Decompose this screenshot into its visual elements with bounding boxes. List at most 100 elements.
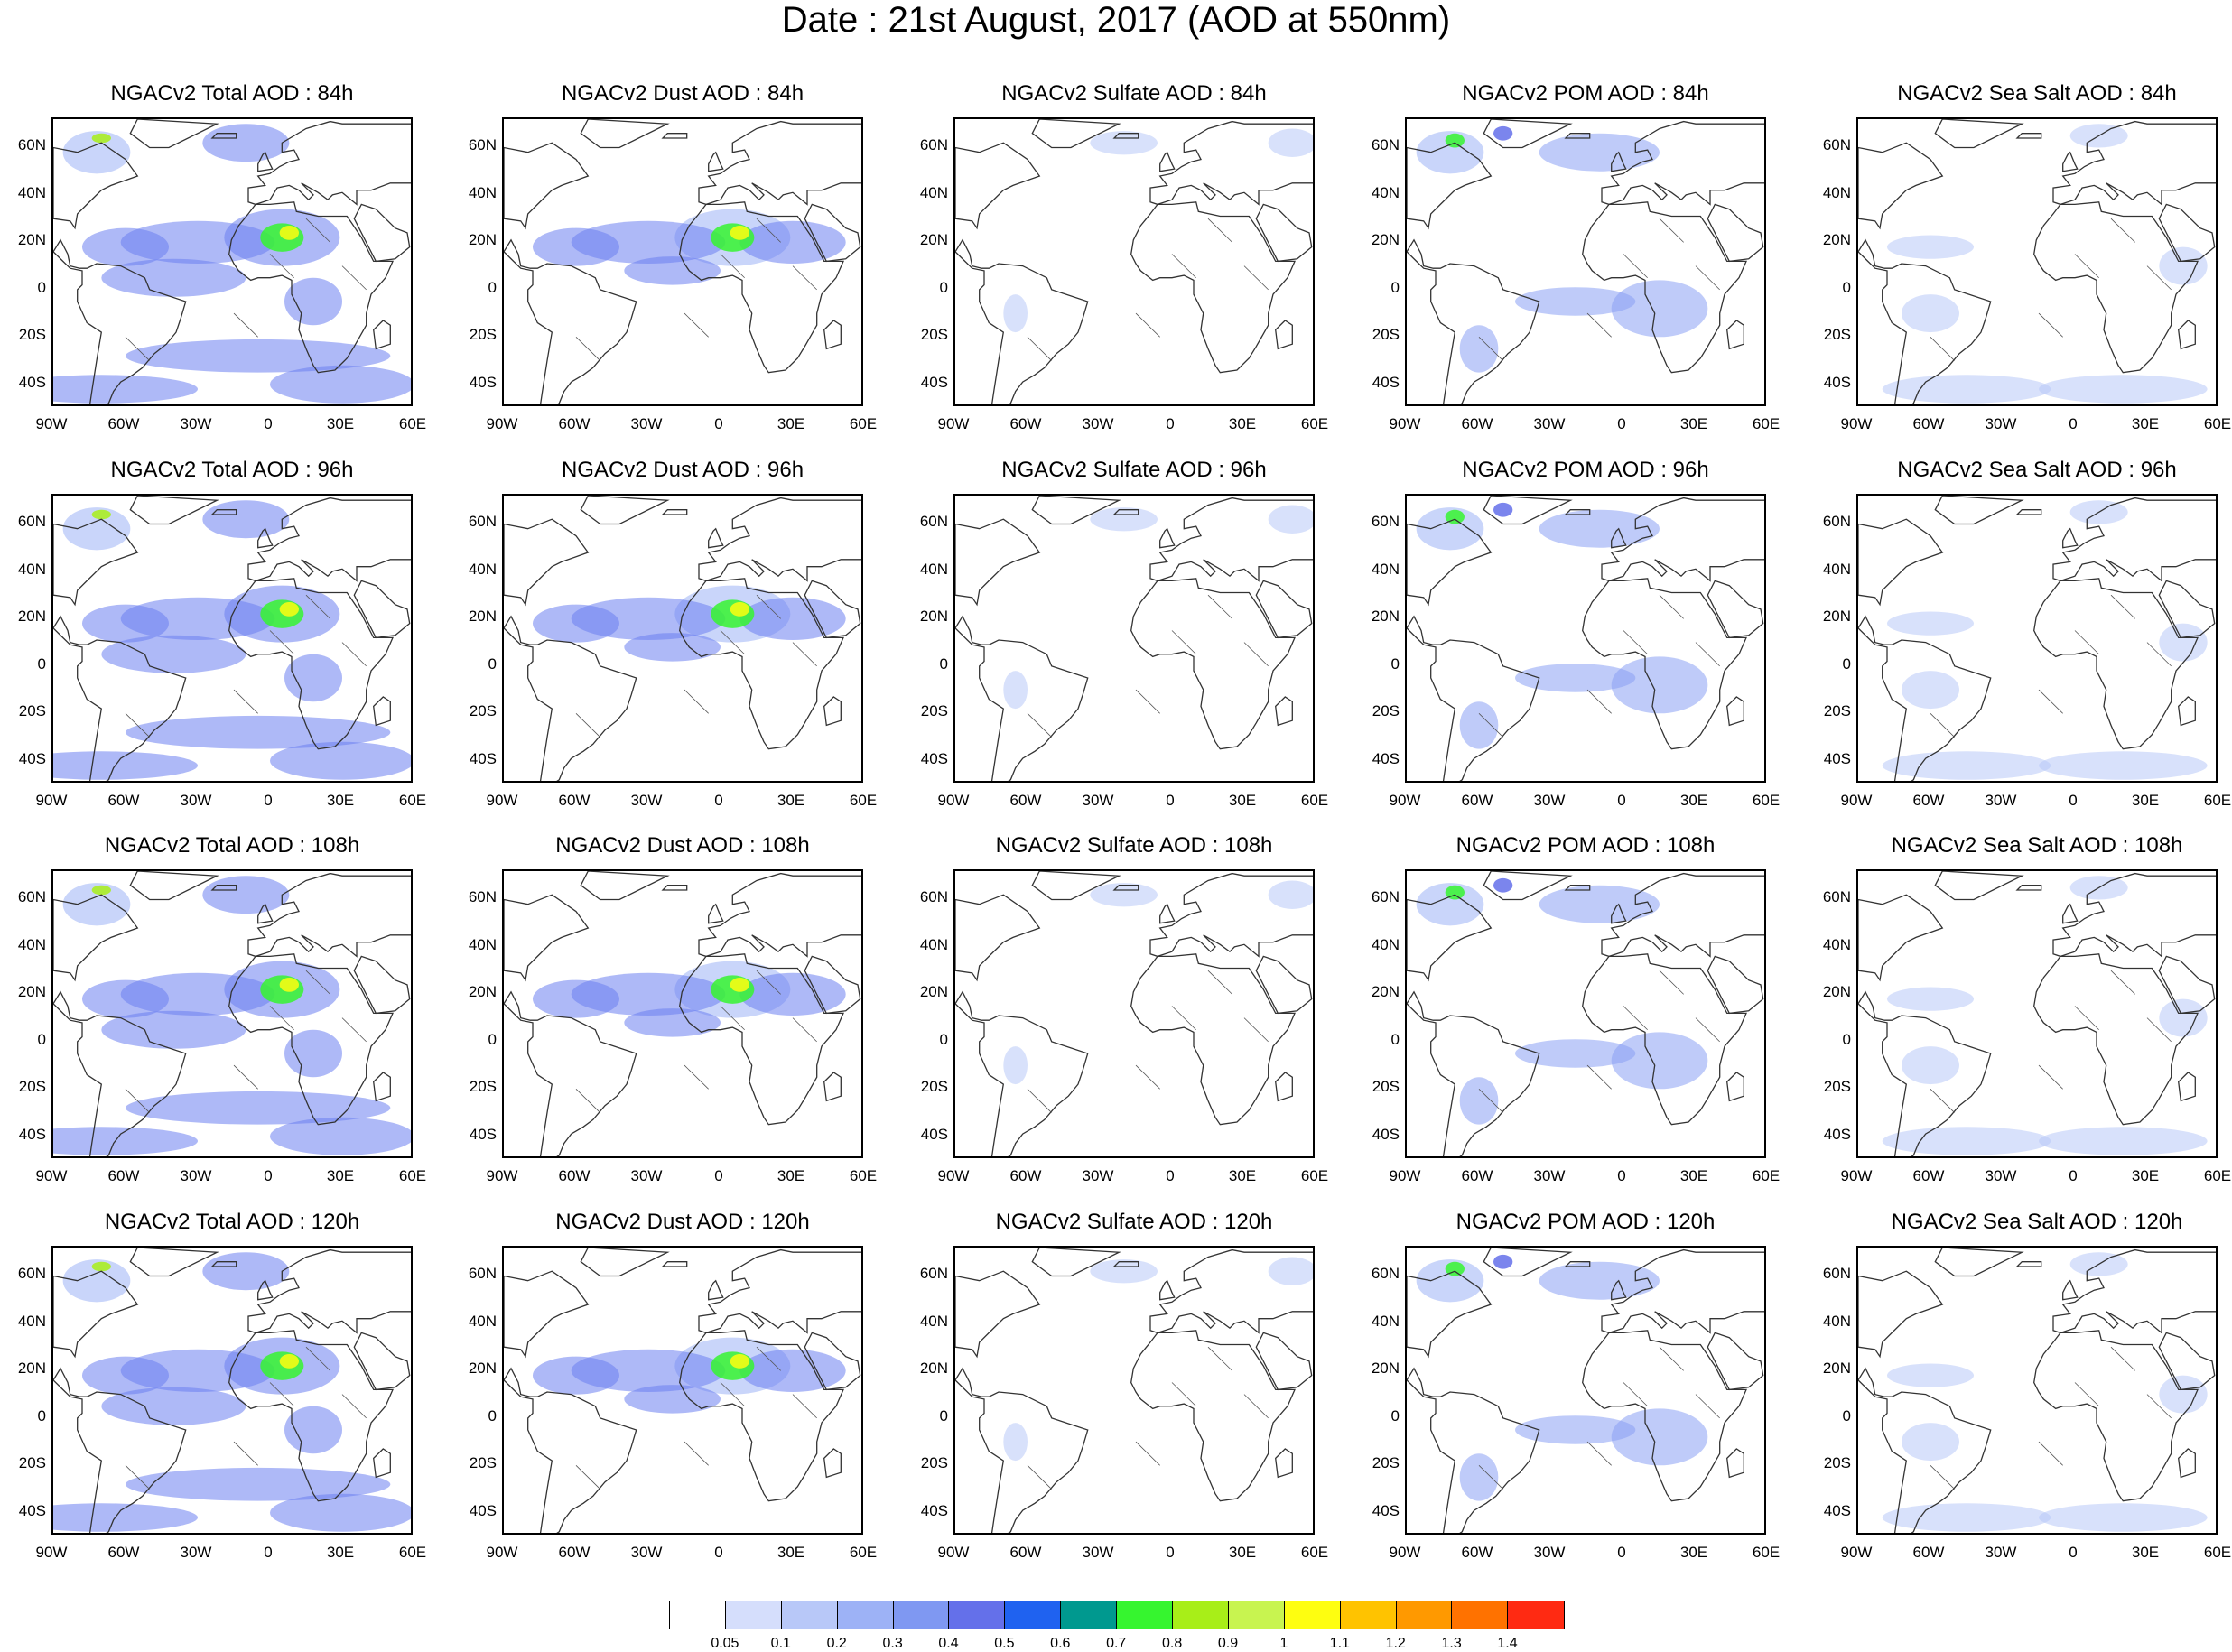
x-tick-label: 0 [714,415,723,432]
y-tick-label: 40S [1823,373,1851,391]
x-tick-label: 60W [1461,1544,1493,1561]
coastline [1275,320,1293,350]
coastline [1564,885,1591,891]
coastline [1031,1248,1121,1277]
x-tick-label: 60W [1009,1544,1042,1561]
y-tick-label: 40S [1823,749,1851,767]
coastline [1934,871,2024,901]
coastline [1483,871,1573,901]
coastline [1611,903,1627,924]
aod-map [955,1248,1313,1533]
coastline [1275,696,1293,727]
aod-region [1887,611,1974,636]
y-tick-label: 0 [1842,1030,1851,1048]
y-tick-label: 20N [17,231,46,249]
x-tick-label: 30W [180,792,212,809]
aod-region [1515,664,1636,692]
coastline [53,1270,139,1359]
aod-map [1407,496,1764,781]
colorbar-label: 1.1 [1329,1636,1350,1651]
aod-map [1858,119,2216,404]
panel-title: NGACv2 POM AOD : 120h [1455,1210,1716,1234]
coastline [708,1279,724,1301]
x-tick-label: 90W [1389,1167,1421,1184]
country-border [2146,642,2172,667]
y-tick-label: 60N [1371,888,1400,906]
x-tick-label: 0 [2069,792,2078,809]
x-tick-label: 90W [1389,415,1421,432]
aod-map [504,119,861,404]
y-tick-label: 60N [1822,136,1851,154]
coastline [2033,1330,2199,1502]
coastline [373,1448,391,1479]
x-tick-label: 0 [2069,1167,2078,1184]
country-border [720,630,745,655]
x-tick-label: 60E [849,415,878,432]
x-tick-label: 0 [1166,1544,1175,1561]
colorbar-label: 1.3 [1441,1636,1462,1651]
aod-region [533,227,619,266]
coastline [1407,1270,1493,1359]
x-tick-label: 60E [1300,1544,1329,1561]
aod-maximum [730,1354,749,1369]
aod-region [1887,987,1974,1011]
y-tick-label: 20N [468,231,497,249]
aod-region [1887,1363,1974,1387]
country-border [792,1017,817,1043]
x-tick-label: 60E [398,1544,427,1561]
y-tick-label: 40N [919,183,948,201]
aod-maximum [1445,1261,1465,1276]
x-tick-label: 60E [2203,792,2232,809]
country-border [1207,594,1232,619]
coastline [53,518,139,607]
y-tick-label: 40S [920,749,948,767]
x-tick-label: 90W [1840,1167,1873,1184]
coastline [53,615,187,781]
colorbar-swatch [1173,1601,1229,1629]
colorbar-label: 1.4 [1497,1636,1518,1651]
y-tick-label: 20N [1371,983,1400,1001]
colorbar-label: 0.8 [1161,1636,1183,1651]
aod-region [1515,1415,1636,1444]
y-tick-label: 20S [920,1078,948,1096]
coastline [2015,885,2042,891]
country-border [233,1064,258,1090]
aod-maximum [1445,133,1465,148]
aod-region [624,256,721,285]
x-tick-label: 30E [1228,1167,1257,1184]
coastline [53,238,187,404]
country-border [1659,218,1684,243]
map-panel-sulfate [953,117,1315,406]
coastline [373,696,391,727]
coastline [2178,1072,2196,1102]
country-border [305,970,330,995]
country-border [1659,1346,1684,1371]
aod-maximum [711,223,755,252]
country-border [1243,265,1269,291]
coastline [53,1367,187,1533]
coastline [1582,1330,1747,1502]
y-tick-label: 40N [17,560,46,578]
y-tick-label: 60N [17,136,46,154]
coastline [257,527,274,549]
coastline [129,1248,219,1277]
country-border [1478,1465,1503,1490]
country-border [341,1017,367,1043]
y-tick-label: 20N [1371,608,1400,626]
x-tick-label: 90W [35,1167,68,1184]
aod-maximum [1493,125,1513,141]
country-border [575,337,600,361]
x-tick-label: 60W [107,1167,140,1184]
panel-title: NGACv2 POM AOD : 108h [1455,833,1716,858]
aod-region [1459,1077,1499,1125]
country-border [305,1346,330,1371]
y-tick-label: 60N [919,888,948,906]
x-tick-label: 0 [1617,1167,1626,1184]
y-tick-label: 60N [468,513,497,531]
map-panel-seasalt [1856,1246,2218,1535]
country-border [1623,630,1648,655]
aod-region [1003,294,1028,333]
aod-region [62,1259,131,1303]
panel-title: NGACv2 Sulfate AOD : 120h [995,1210,1273,1234]
aod-map [1858,871,2216,1156]
